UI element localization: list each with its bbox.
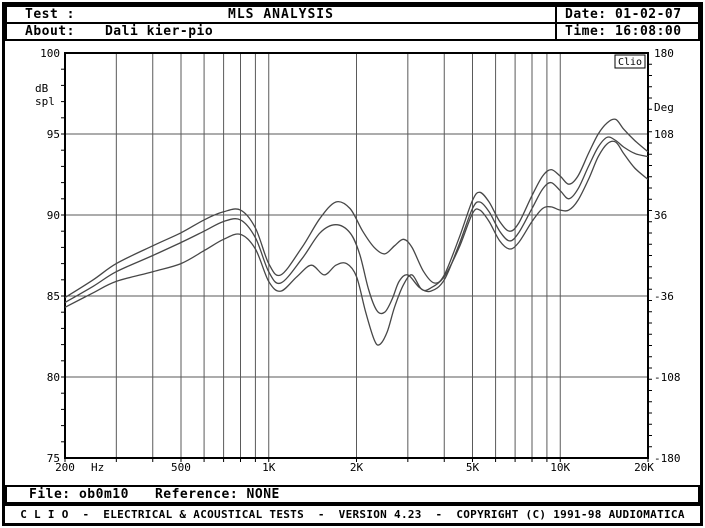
credit-bar: C L I O - ELECTRICAL & ACOUSTICAL TESTS … <box>5 504 700 523</box>
x-axis-unit-label: Hz <box>91 461 104 474</box>
y-left-tick-label: 75 <box>47 452 60 465</box>
chart-svg: 100 95 90 85 80 75 180 108 36 -36 -108 -180 200 500 1K… <box>35 47 681 474</box>
x-tick-label: 5K <box>466 461 480 474</box>
ref-gap <box>238 487 246 502</box>
reference-label: Reference: <box>154 487 239 502</box>
response-curve-3 <box>64 140 649 346</box>
file-gap <box>71 487 79 502</box>
file-value: ob0m10 <box>78 487 129 502</box>
clio-logo-text: Clio <box>618 57 642 68</box>
y-left-tick-label: 85 <box>47 290 60 303</box>
y-right-tick-label: -180 <box>654 452 681 465</box>
time-spacer <box>607 24 615 39</box>
file-info-box: File: ob0m10 Reference: NONE <box>5 485 700 504</box>
y-right-tick-label: -36 <box>654 290 674 303</box>
x-tick-label: 2K <box>350 461 364 474</box>
about-header-box: About: Dali kier-pio <box>5 22 557 41</box>
y-right-tick-label: -108 <box>654 371 681 384</box>
y-left-tick-label: 80 <box>47 371 60 384</box>
test-label: Test : <box>25 7 75 22</box>
file-label: File: <box>29 487 71 502</box>
y-left-tick-label: 95 <box>47 128 60 141</box>
credit-text: C L I O - ELECTRICAL & ACOUSTICAL TESTS … <box>20 508 685 521</box>
time-label: Time: <box>565 24 607 39</box>
y-left-tick-label: 90 <box>47 209 60 222</box>
time-box: Time: 16:08:00 <box>555 22 700 41</box>
y-right-tick-label: 108 <box>654 128 674 141</box>
time-value: 16:08:00 <box>614 24 682 39</box>
x-tick-label: 200 <box>55 461 75 474</box>
about-label: About: <box>25 24 75 39</box>
x-tick-label: 10K <box>550 461 570 474</box>
page-title: MLS ANALYSIS <box>228 7 334 22</box>
x-tick-label: 500 <box>171 461 191 474</box>
mls-frequency-response-chart: 100 95 90 85 80 75 180 108 36 -36 -108 -180 200 500 1K… <box>5 41 700 485</box>
y-right-tick-label: 180 <box>654 47 674 60</box>
y-left-tick-label: 100 <box>40 47 60 60</box>
x-tick-label: 1K <box>262 461 276 474</box>
date-box: Date: 01-02-07 <box>555 5 700 24</box>
about-value: Dali kier-pio <box>104 24 214 39</box>
clio-logo-box <box>614 54 646 69</box>
y-right-axis-label: Deg <box>654 101 674 114</box>
date-label: Date: <box>565 7 607 22</box>
response-curve-1 <box>64 118 649 299</box>
y-left-axis-label: spl <box>35 95 55 108</box>
date-value: 01-02-07 <box>614 7 682 22</box>
plot-border <box>64 52 649 459</box>
y-right-tick-label: 36 <box>654 209 667 222</box>
y-left-axis-label: dB <box>35 82 49 95</box>
date-spacer <box>607 7 615 22</box>
reference-value: NONE <box>246 487 280 502</box>
x-tick-label: 20K <box>634 461 654 474</box>
